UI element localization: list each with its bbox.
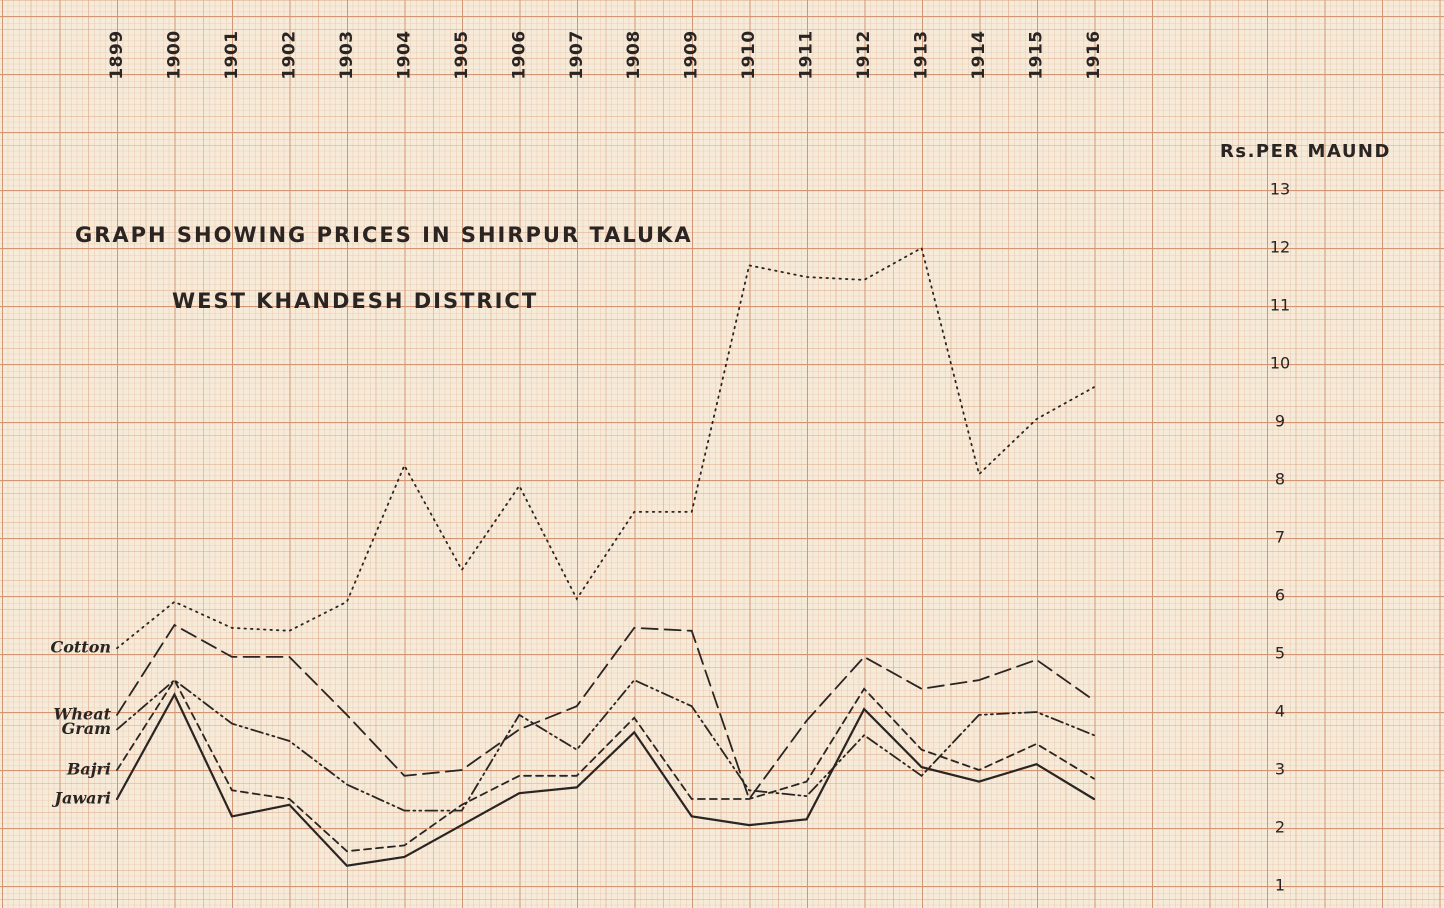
y-tick-label: 5 <box>1275 644 1285 663</box>
chart-title: GRAPH SHOWING PRICES IN SHIRPUR TALUKA <box>75 223 693 247</box>
x-tick-label: 1907 <box>567 30 587 79</box>
x-tick-label: 1915 <box>1027 30 1047 79</box>
y-tick-label: 10 <box>1270 354 1290 373</box>
legend-label: Jawari <box>51 789 111 808</box>
series-line <box>116 678 1095 853</box>
x-tick-label: 1901 <box>222 30 242 79</box>
x-tick-label: 1909 <box>682 30 702 79</box>
legend-label: Gram <box>62 719 111 738</box>
series-line <box>116 246 1095 650</box>
series-line <box>116 623 1095 801</box>
x-tick-label: 1906 <box>509 30 529 79</box>
y-tick-label: 13 <box>1270 180 1290 199</box>
legend-label: Wheat <box>53 704 111 723</box>
y-tick-label: 1 <box>1275 876 1285 895</box>
y-tick-label: 7 <box>1275 528 1285 547</box>
x-tick-label: 1911 <box>797 30 817 79</box>
x-tick-label: 1908 <box>624 30 644 79</box>
series-line <box>116 678 1095 812</box>
y-tick-label: 9 <box>1275 412 1285 431</box>
x-tick-label: 1910 <box>739 30 759 79</box>
y-tick-label: 8 <box>1275 470 1285 489</box>
y-tick-label: 3 <box>1275 760 1285 779</box>
x-tick-label: 1914 <box>969 30 989 79</box>
legend-label: Cotton <box>51 638 112 657</box>
x-tick-label: 1900 <box>164 30 184 79</box>
x-tick-label: 1905 <box>452 30 472 79</box>
y-tick-label: 4 <box>1275 702 1285 721</box>
y-tick-label: 6 <box>1275 586 1285 605</box>
series-line <box>115 692 1096 867</box>
y-tick-label: 11 <box>1270 296 1290 315</box>
x-tick-label: 1913 <box>912 30 932 79</box>
y-axis-label: Rs.PER MAUND <box>1220 141 1391 162</box>
legend-label: Bajri <box>66 760 111 779</box>
x-tick-label: 1904 <box>394 30 414 79</box>
x-tick-label: 1902 <box>279 30 299 79</box>
x-tick-label: 1916 <box>1084 30 1104 79</box>
y-tick-label: 12 <box>1270 238 1290 257</box>
chart-subtitle: WEST KHANDESH DISTRICT <box>172 289 538 313</box>
x-tick-label: 1903 <box>337 30 357 79</box>
x-tick-label: 1899 <box>107 30 127 79</box>
y-tick-label: 2 <box>1275 818 1285 837</box>
x-tick-label: 1912 <box>854 30 874 79</box>
